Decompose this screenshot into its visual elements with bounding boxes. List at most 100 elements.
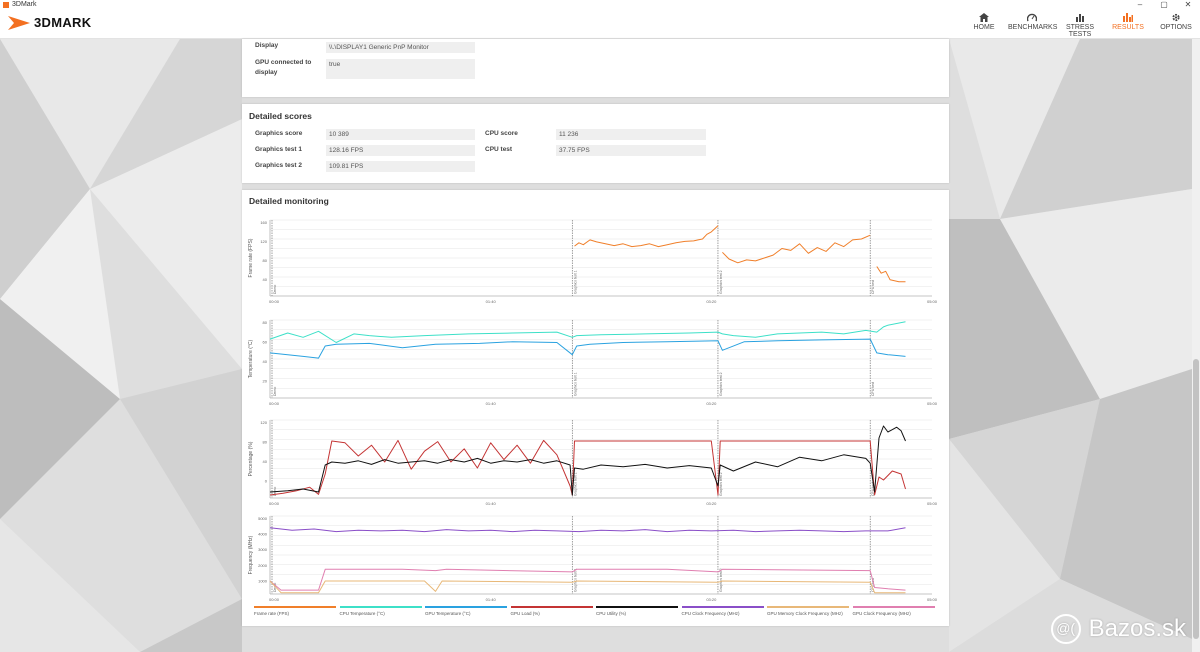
y-tick-label: 80 [263, 258, 268, 263]
gpu-connected-value: true [326, 59, 475, 79]
y-tick-label: 0 [265, 479, 268, 484]
nav-options[interactable]: OPTIONS [1152, 10, 1200, 38]
test-marker-label: Graphics test 2 [719, 372, 723, 396]
y-tick-label: 80 [263, 320, 268, 325]
x-tick-label: 00:00 [269, 501, 280, 506]
y-tick-label: 5000 [258, 516, 268, 521]
x-tick-label: 05:00 [927, 299, 938, 304]
scrollbar[interactable] [1192, 39, 1200, 652]
detailed-scores-card: Detailed scores Graphics score 10 389 Gr… [242, 104, 949, 183]
y-tick-label: 120 [260, 420, 267, 425]
window-title: 3DMark [12, 1, 37, 8]
detailed-monitoring-card: Detailed monitoring 160 120 80 40 Frame rate… [242, 190, 949, 626]
nav-benchmarks[interactable]: BENCHMARKS [1008, 10, 1058, 38]
test-marker-label: Graphics test 1 [573, 568, 577, 592]
legend-item[interactable]: CPU Utility (%) [596, 606, 678, 616]
nav-stress-tests-label: STRESS TESTS [1065, 24, 1094, 38]
test-marker-label: Demo [273, 387, 277, 396]
series-line [269, 425, 906, 496]
test-marker-label: Demo [273, 285, 277, 294]
y-tick-label: 3000 [258, 547, 268, 552]
y-tick-label: 40 [263, 459, 268, 464]
y-tick-label: 160 [260, 220, 267, 225]
cpu-test-label: CPU test [485, 146, 513, 153]
y-tick-label: 20 [263, 379, 268, 384]
legend-label: GPU Memory Clock Frequency (MHz) [767, 611, 843, 616]
test-marker-label: CPU test [871, 280, 875, 294]
watermark: @( Bazos.sk [1050, 614, 1186, 644]
legend-item[interactable]: CPU Clock Frequency (MHz) [681, 606, 764, 616]
x-tick-label: 00:00 [269, 401, 280, 406]
y-axis-label: Frequency (MHz) [248, 535, 254, 574]
series-line [269, 568, 906, 591]
test-marker-label: Graphics test 1 [573, 270, 577, 294]
y-tick-label: 80 [263, 440, 268, 445]
series-line [876, 266, 906, 283]
minimize-button[interactable]: – [1137, 0, 1143, 9]
legend-swatch [596, 606, 678, 608]
legend-label: GPU Clock Frequency (MHz) [852, 611, 911, 616]
main-nav: HOME BENCHMARKS STRESS TESTS RESULTS OPT… [960, 10, 1200, 38]
x-tick-label: 01:40 [486, 401, 497, 406]
legend-label: CPU Temperature (°C) [339, 611, 385, 616]
series-line [269, 321, 906, 343]
bar-chart-icon [1076, 14, 1084, 22]
graphics-test-1-value: 128.16 FPS [326, 145, 475, 156]
graphics-test-2-label: Graphics test 2 [255, 162, 302, 169]
y-tick-label: 60 [263, 340, 268, 345]
test-marker-label: Graphics test 1 [573, 372, 577, 396]
app-header: 3DMARK HOME BENCHMARKS STRESS TESTS RESU… [0, 10, 1200, 39]
gauge-icon [1027, 13, 1037, 22]
nav-stress-tests[interactable]: STRESS TESTS [1056, 10, 1104, 38]
graphics-score-value: 10 389 [326, 129, 475, 140]
legend-swatch [254, 606, 336, 608]
legend-item[interactable]: GPU Temperature (°C) [425, 606, 507, 616]
nav-results[interactable]: RESULTS [1104, 10, 1152, 38]
series-line [574, 225, 719, 248]
nav-home-label: HOME [973, 24, 995, 31]
gear-icon [1172, 13, 1180, 22]
nav-options-label: OPTIONS [1160, 24, 1192, 31]
watermark-symbol: @( [1050, 614, 1081, 644]
nav-benchmarks-label: BENCHMARKS [1008, 24, 1058, 31]
monitoring-charts[interactable]: 160 120 80 40 Frame rate (FPS) 00:00 01:40 03:2… [242, 210, 949, 620]
legend-item[interactable]: GPU Clock Frequency (MHz) [852, 606, 935, 616]
test-marker-label: Graphics test 2 [719, 472, 723, 496]
legend-swatch [852, 606, 935, 608]
x-tick-label: 05:00 [927, 501, 938, 506]
display-label: Display [255, 42, 279, 49]
cpu-test-value: 37.75 FPS [556, 145, 706, 156]
test-marker-label: Demo [273, 583, 277, 592]
app-logo[interactable]: 3DMARK [8, 15, 91, 30]
x-tick-label: 05:00 [927, 597, 938, 602]
x-tick-label: 01:40 [486, 597, 497, 602]
legend-swatch [681, 606, 764, 608]
legend-item[interactable]: GPU Memory Clock Frequency (MHz) [767, 606, 849, 616]
legend-swatch [767, 606, 849, 608]
legend-item[interactable]: CPU Temperature (°C) [339, 606, 422, 616]
logo-text: 3DMARK [34, 15, 92, 30]
y-tick-label: 120 [260, 239, 267, 244]
graphics-score-label: Graphics score [255, 130, 303, 137]
x-tick-label: 00:00 [269, 597, 280, 602]
test-marker-label: CPU test [871, 578, 875, 592]
legend-item[interactable]: Frame rate (FPS) [254, 606, 336, 616]
x-tick-label: 03:20 [706, 401, 717, 406]
logo-icon [8, 15, 30, 30]
legend-label: GPU Load (%) [510, 611, 540, 616]
x-tick-label: 00:00 [269, 299, 280, 304]
y-axis-label: Frame rate (FPS) [248, 238, 254, 277]
legend-label: GPU Temperature (°C) [425, 611, 471, 616]
close-button[interactable]: ✕ [1184, 0, 1192, 9]
x-tick-label: 03:20 [706, 597, 717, 602]
y-tick-label: 40 [263, 359, 268, 364]
system-info-card: Display \\.\DISPLAY1 Generic PnP Monitor… [242, 39, 949, 97]
legend-item[interactable]: GPU Load (%) [510, 606, 593, 616]
test-marker-label: CPU test [871, 482, 875, 496]
scrollbar-thumb[interactable] [1193, 359, 1199, 639]
y-tick-label: 40 [263, 277, 268, 282]
legend-label: Frame rate (FPS) [254, 611, 290, 616]
results-chart-icon [1123, 13, 1133, 22]
restore-button[interactable]: ▢ [1160, 0, 1168, 9]
nav-home[interactable]: HOME [960, 10, 1008, 38]
